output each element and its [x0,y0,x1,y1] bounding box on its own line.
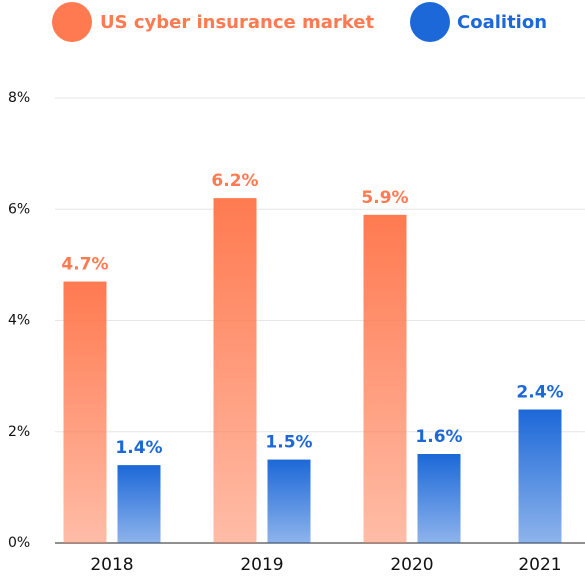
bar [213,198,257,543]
legend-label: Coalition [457,12,547,33]
data-label: 1.5% [265,433,312,453]
data-label: 1.6% [415,427,462,447]
data-label: 4.7% [61,255,108,275]
data-label: 1.4% [115,438,162,458]
x-tick-label: 2019 [240,555,283,575]
x-tick-label: 2018 [90,555,133,575]
y-tick-label: 2% [8,424,30,440]
bar [63,281,107,543]
y-tick-label: 0% [8,535,30,551]
y-tick-label: 6% [8,201,30,217]
bar [117,465,161,543]
bar [417,454,461,543]
y-tick-label: 4% [8,313,30,329]
x-tick-label: 2020 [390,555,433,575]
legend-label: US cyber insurance market [100,12,374,33]
legend-swatch [52,2,92,42]
data-label: 5.9% [361,188,408,208]
x-tick-label: 2021 [518,555,561,575]
y-tick-label: 8% [8,90,30,106]
data-label: 2.4% [516,383,563,403]
data-label: 6.2% [211,171,258,191]
bar [363,214,407,543]
bar [518,409,562,543]
legend-swatch [410,2,450,42]
bar [267,459,311,543]
